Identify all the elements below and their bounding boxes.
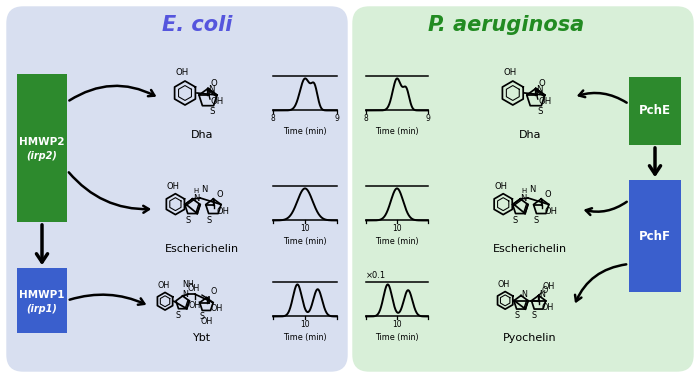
Text: S: S — [531, 311, 537, 320]
Text: N: N — [209, 85, 215, 94]
Text: S: S — [538, 107, 543, 116]
Text: OH: OH — [539, 97, 552, 106]
Text: H: H — [194, 188, 199, 194]
Bar — [17, 74, 67, 222]
Text: N: N — [183, 290, 188, 299]
Text: Ybt: Ybt — [193, 333, 211, 343]
Text: OH: OH — [187, 284, 199, 293]
Text: O: O — [216, 189, 223, 198]
Text: S: S — [513, 215, 518, 225]
Text: O: O — [211, 287, 217, 296]
Text: N: N — [529, 185, 536, 194]
Text: 8: 8 — [271, 114, 276, 123]
Text: N: N — [522, 290, 527, 299]
Text: PchE: PchE — [639, 104, 671, 118]
Text: N: N — [521, 194, 527, 203]
Text: OH: OH — [167, 182, 180, 191]
Text: PchF: PchF — [639, 229, 671, 243]
Bar — [629, 180, 681, 292]
Text: 9: 9 — [426, 114, 430, 123]
Text: Escherichelin: Escherichelin — [165, 244, 239, 254]
Text: N: N — [201, 185, 207, 194]
Text: Time (min): Time (min) — [375, 237, 419, 246]
Bar — [629, 77, 681, 145]
FancyBboxPatch shape — [7, 7, 347, 371]
Text: OH: OH — [176, 68, 188, 77]
Text: S: S — [185, 215, 190, 225]
Text: 10: 10 — [392, 320, 402, 329]
Text: N: N — [539, 290, 545, 299]
Text: (irp1): (irp1) — [27, 304, 57, 313]
Text: E. coli: E. coli — [162, 15, 232, 35]
Text: S: S — [206, 215, 211, 225]
Text: OH: OH — [541, 303, 554, 312]
Text: Time (min): Time (min) — [375, 127, 419, 136]
Text: 9: 9 — [334, 114, 339, 123]
Text: OH: OH — [497, 280, 510, 289]
Text: S: S — [210, 107, 216, 116]
Text: OH: OH — [542, 282, 554, 291]
Text: S: S — [176, 311, 181, 320]
Text: 8: 8 — [364, 114, 369, 123]
Text: Time (min): Time (min) — [284, 237, 327, 246]
Text: O: O — [539, 79, 545, 88]
Text: 10: 10 — [300, 320, 310, 329]
Text: HMWP1: HMWP1 — [20, 290, 64, 299]
Text: 10: 10 — [392, 224, 402, 233]
Text: Pyochelin: Pyochelin — [503, 333, 556, 343]
FancyBboxPatch shape — [353, 7, 693, 371]
Text: OH: OH — [211, 97, 224, 106]
Text: OH: OH — [495, 182, 508, 191]
Text: OH: OH — [211, 304, 223, 313]
Text: S: S — [199, 313, 205, 321]
Text: Time (min): Time (min) — [284, 333, 327, 342]
Text: OH: OH — [544, 206, 557, 215]
Text: O: O — [544, 189, 551, 198]
Text: N: N — [536, 85, 542, 94]
Text: ×0.1: ×0.1 — [366, 271, 386, 280]
Text: Time (min): Time (min) — [284, 127, 327, 136]
Text: OH: OH — [189, 301, 201, 310]
Text: (irp2): (irp2) — [27, 151, 57, 161]
Text: NH: NH — [182, 280, 194, 289]
Text: S: S — [534, 215, 539, 225]
Text: Escherichelin: Escherichelin — [493, 244, 567, 254]
Text: Dha: Dha — [519, 130, 541, 140]
Text: P. aeruginosa: P. aeruginosa — [428, 15, 584, 35]
Text: OH: OH — [200, 318, 212, 327]
Text: OH: OH — [503, 68, 517, 77]
Text: Dha: Dha — [190, 130, 214, 140]
Bar — [17, 268, 67, 333]
Text: O: O — [541, 286, 548, 295]
Text: OH: OH — [216, 206, 230, 215]
Text: N: N — [193, 194, 200, 203]
Text: OH: OH — [158, 281, 169, 290]
Text: H: H — [522, 188, 527, 194]
Text: S: S — [514, 311, 519, 320]
Text: HMWP2: HMWP2 — [20, 137, 64, 147]
Text: O: O — [211, 79, 218, 88]
Text: 10: 10 — [300, 224, 310, 233]
Text: Time (min): Time (min) — [375, 333, 419, 342]
